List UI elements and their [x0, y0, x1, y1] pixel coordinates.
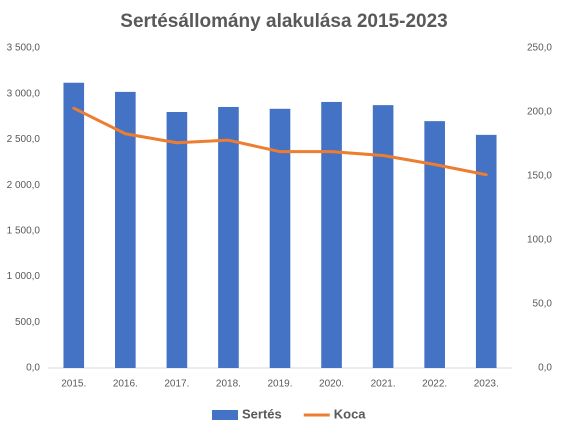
bar [269, 108, 291, 369]
y2-tick-label: 250,0 [527, 43, 552, 54]
y2-tick-label: 0,0 [538, 363, 552, 374]
y-tick-label: 500,0 [15, 317, 40, 328]
legend-swatch [212, 410, 238, 420]
x-tick-label: 2016. [113, 379, 138, 390]
line [72, 106, 488, 177]
y2-tick-label: 100,0 [527, 235, 552, 246]
y2-tick-label: 150,0 [527, 171, 552, 182]
x-tick-label: 2023. [474, 379, 499, 390]
legend-label: Koca [334, 406, 367, 421]
bar [424, 121, 445, 369]
bar [372, 105, 394, 369]
y2-tick-label: 50,0 [533, 299, 553, 310]
bar [321, 101, 342, 368]
y2-tick-label: 200,0 [527, 107, 552, 118]
bar [63, 82, 85, 368]
y-tick-label: 2 000,0 [7, 180, 41, 191]
y-tick-label: 3 500,0 [7, 43, 41, 54]
x-tick-label: 2019. [267, 379, 292, 390]
y-tick-label: 1 000,0 [7, 271, 41, 282]
legend-label: Sertés [242, 406, 282, 421]
x-tick-label: 2022. [422, 379, 447, 390]
y-tick-label: 3 000,0 [7, 88, 41, 99]
x-tick-label: 2015. [61, 379, 86, 390]
x-tick-label: 2020. [319, 379, 344, 390]
x-tick-label: 2017. [164, 379, 189, 390]
chart-title: Sertésállomány alakulása 2015-2023 [120, 11, 447, 32]
y-tick-label: 1 500,0 [7, 225, 41, 236]
y-tick-label: 0,0 [26, 363, 40, 374]
y-tick-label: 2 500,0 [7, 134, 41, 145]
bar [115, 91, 136, 368]
x-tick-label: 2021. [371, 379, 396, 390]
bar [475, 134, 497, 368]
bar [166, 112, 188, 368]
bar [218, 106, 239, 368]
x-tick-label: 2018. [216, 379, 241, 390]
